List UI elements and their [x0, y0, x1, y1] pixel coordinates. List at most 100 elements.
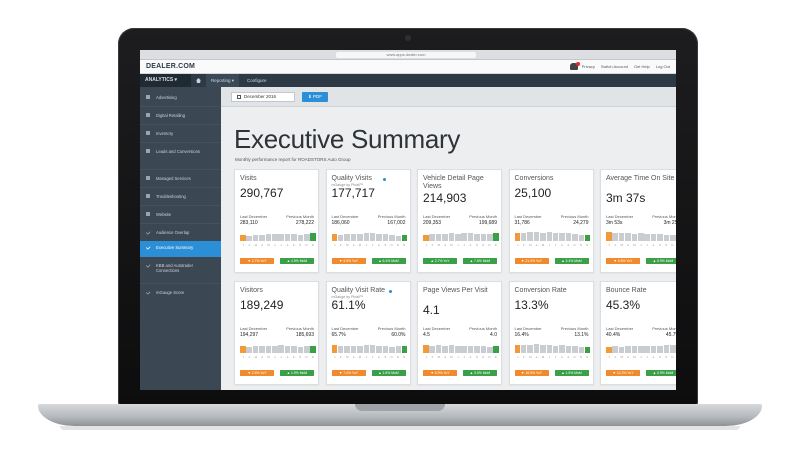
spark-bar: [520, 233, 527, 241]
yoy-badge: ▼ 8.9% YoY: [423, 370, 457, 376]
month-tick: M: [437, 355, 440, 359]
sidebar-item-digital-retailing[interactable]: Digital Retailing: [140, 109, 221, 124]
month-tick: O: [299, 355, 302, 359]
spark-bar: [369, 232, 376, 241]
metric-card[interactable]: Average Time On Site 3m 37s Last December P…: [600, 169, 676, 273]
divider: [140, 223, 221, 224]
spark-bar: [487, 346, 493, 353]
spark-bar: [272, 234, 278, 241]
tab-reporting[interactable]: Reporting ▾: [206, 74, 240, 87]
spark-bar: [382, 234, 389, 241]
metric-card[interactable]: Visits 290,767 Last December Previous Month…: [234, 169, 319, 273]
log-out-link[interactable]: Log Out: [655, 64, 670, 69]
metric-title: Quality Visits: [331, 175, 372, 182]
spark-bar: [337, 345, 344, 353]
spark-bar: [663, 234, 670, 241]
month-tick: M: [620, 355, 623, 359]
month-tick: D: [586, 355, 589, 359]
month-tick: F: [248, 355, 251, 359]
spark-bar: [612, 233, 618, 241]
month-tick: S: [292, 355, 295, 359]
url-field[interactable]: www.apps.dealer.com: [336, 52, 476, 58]
privacy-link[interactable]: Privacy: [581, 64, 595, 69]
spark-bar: [606, 232, 612, 241]
get-help-link[interactable]: Get Help: [633, 64, 650, 69]
month-tick: M: [541, 243, 545, 247]
metric-card[interactable]: Visitors 189,249 Last December Previous Mon…: [234, 281, 319, 385]
metric-card[interactable]: Bounce Rate 45.3% Last December Previous Mo…: [600, 281, 676, 385]
month-tick: J: [608, 243, 610, 247]
month-tick: F: [431, 243, 434, 247]
sidebar-item-kbb-autotrader[interactable]: KBB and Autotrader Connections: [140, 259, 221, 281]
spark-bar: [442, 345, 448, 353]
month-tick: J: [280, 355, 282, 359]
month-tick: J: [333, 243, 336, 247]
sidebar-item-website[interactable]: Website: [140, 208, 221, 223]
previous-month-value: 45.7%: [665, 332, 676, 338]
switch-account-link[interactable]: Switch Account: [600, 64, 628, 69]
previous-month-label: Previous Month: [652, 326, 676, 331]
main-nav: ANALYTICS ▾ Reporting ▾ Configure: [140, 74, 676, 87]
month-tick: S: [658, 355, 661, 359]
sidebar-item-mgauge-score[interactable]: mGauge Score: [140, 286, 221, 301]
month-tick: D: [494, 355, 497, 359]
month-tick: J: [457, 355, 459, 359]
spark-bar: [540, 345, 546, 353]
metric-card[interactable]: Quality Visits mGauge by Pixall™ 177,717 La…: [325, 169, 411, 273]
month-tick: M: [358, 355, 362, 359]
sidebar-item-executive-summary[interactable]: Executive Summary: [140, 241, 221, 257]
metric-card[interactable]: Conversion Rate 13.3% Last December Previou…: [508, 281, 594, 385]
month-tick: O: [665, 355, 668, 359]
month-tick: O: [482, 243, 485, 247]
info-icon[interactable]: [388, 290, 392, 293]
month-tick: J: [646, 243, 648, 247]
metric-card[interactable]: Page Views Per Visit 4.1 Last December Prev…: [417, 281, 502, 385]
spark-bar: [259, 346, 265, 353]
spark-bar: [480, 234, 487, 241]
brand-logo[interactable]: DEALER.COM: [146, 63, 196, 70]
spark-bar: [670, 234, 676, 241]
home-icon[interactable]: [196, 78, 201, 83]
month-tick: N: [488, 243, 491, 247]
sidebar: Advertising Digital Retailing Inventory …: [140, 87, 221, 390]
sidebar-item-advertising[interactable]: Advertising: [140, 91, 221, 106]
month-tick: S: [292, 243, 295, 247]
metric-card[interactable]: Conversions 25,100 Last December Previous M…: [508, 169, 594, 273]
month-tick: M: [346, 355, 349, 359]
spark-bar: [389, 346, 395, 353]
sidebar-item-inventory[interactable]: Inventory: [140, 127, 221, 142]
browser-bar: www.apps.dealer.com: [140, 50, 676, 60]
sidebar-item-troubleshooting[interactable]: Troubleshooting: [140, 190, 221, 205]
metric-card[interactable]: Quality Visit Rate mGauge by Pixall™ 61.1%…: [325, 281, 411, 385]
yoy-badge: ▼ 12.2% YoY: [606, 370, 640, 376]
month-tick: S: [658, 243, 661, 247]
spark-bar: [252, 234, 259, 241]
spark-bar: [572, 234, 578, 241]
pdf-button[interactable]: ⬇ PDF: [302, 92, 328, 102]
month-tick: N: [396, 355, 399, 359]
last-december-label: Last December: [514, 326, 542, 331]
metric-card[interactable]: Vehicle Detail Page Views 214,903 Last Dec…: [417, 169, 502, 273]
sparkline-bars: [423, 342, 499, 353]
month-tick: J: [548, 243, 550, 247]
sidebar-item-audience-overlap[interactable]: Audience Overlap: [140, 226, 221, 241]
month-tick: S: [475, 355, 478, 359]
month-tick: J: [646, 355, 648, 359]
month-tick: N: [671, 355, 674, 359]
month-tick: F: [614, 243, 617, 247]
spark-bar: [625, 233, 631, 241]
month-tick: N: [305, 243, 308, 247]
spark-bar: [337, 234, 344, 241]
sidebar-item-managed-services[interactable]: Managed Services: [140, 172, 221, 187]
spark-bar: [252, 346, 259, 353]
info-icon[interactable]: [382, 178, 386, 181]
tab-configure[interactable]: Configure: [247, 78, 267, 83]
month-tick: J: [365, 243, 367, 247]
notifications-icon[interactable]: [570, 63, 578, 70]
date-picker[interactable]: December 2016: [231, 92, 295, 102]
sidebar-item-leads-conversions[interactable]: Leads and Conversions: [140, 145, 221, 167]
month-tick: J: [640, 355, 642, 359]
product-menu[interactable]: ANALYTICS ▾: [140, 74, 191, 87]
month-tick: M: [267, 243, 270, 247]
